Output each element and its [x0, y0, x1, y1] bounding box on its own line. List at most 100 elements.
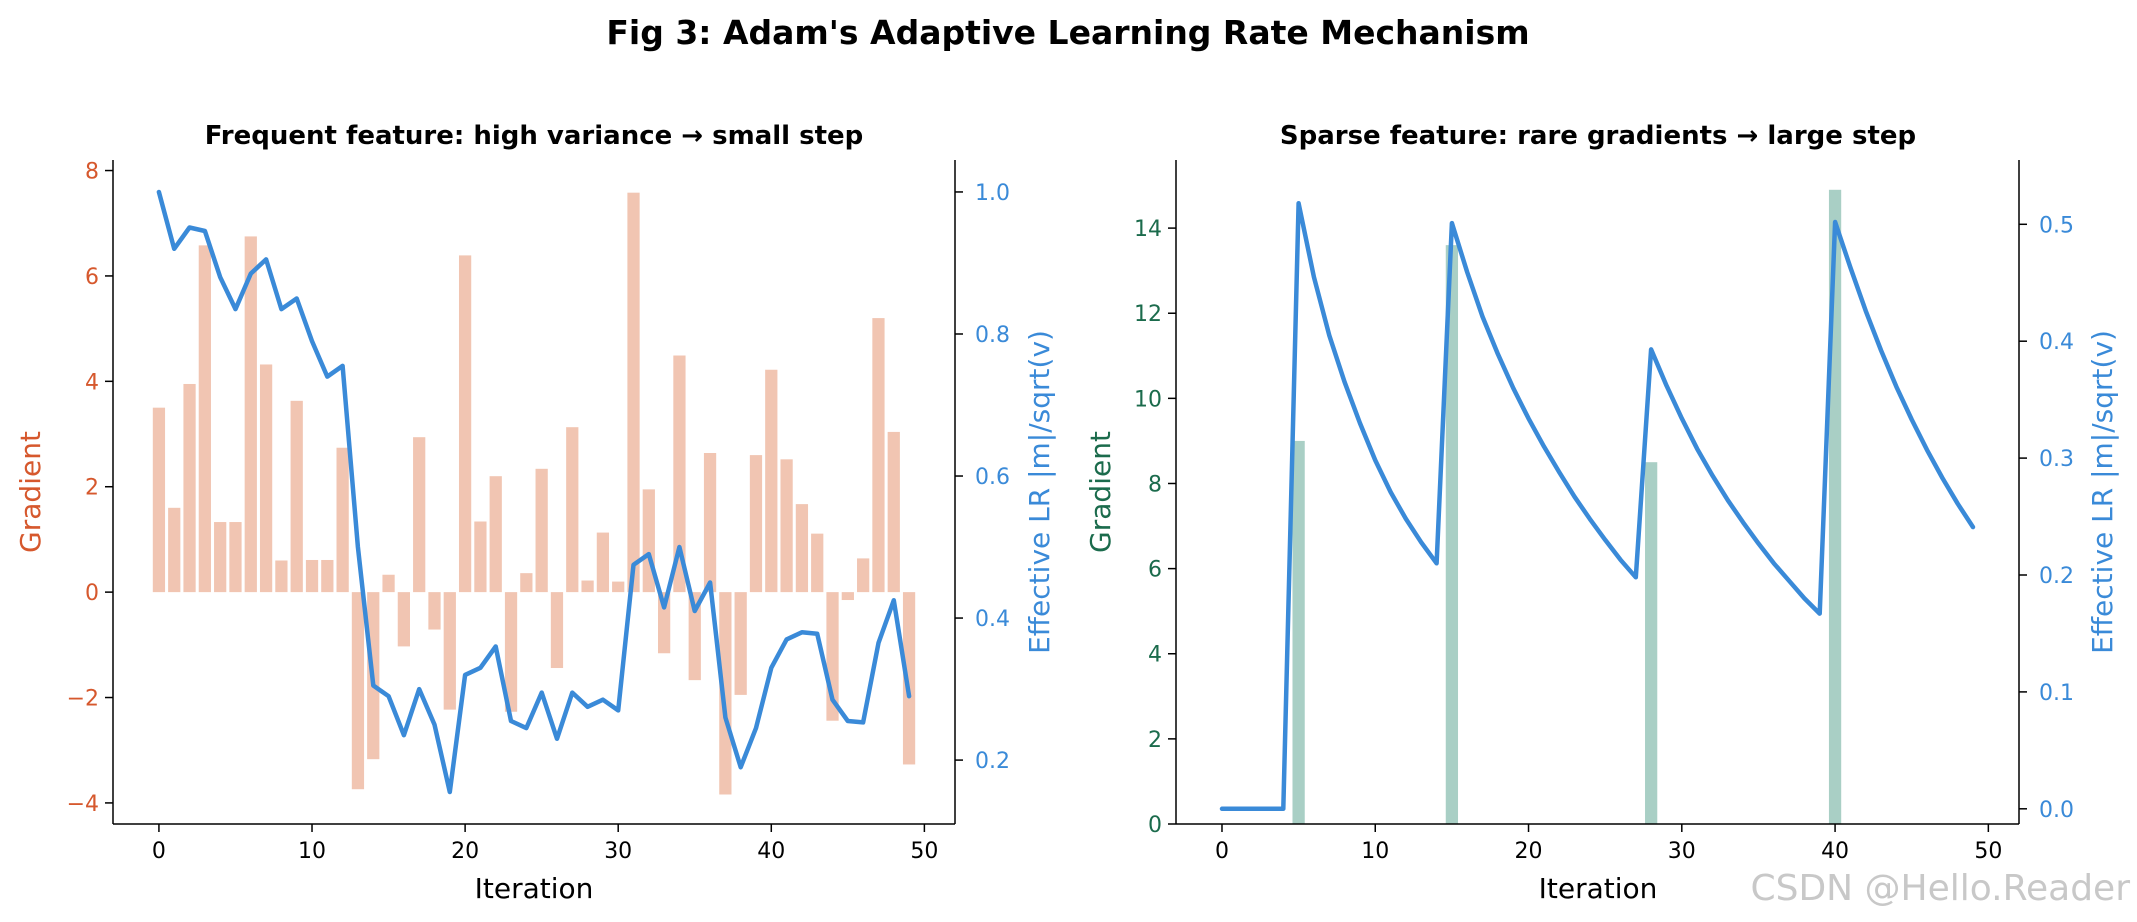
left-gradient-bar: [520, 573, 533, 593]
left-gradient-bar: [443, 592, 456, 710]
left-gradient-bar: [765, 369, 778, 593]
left-gradient-bar: [749, 455, 763, 593]
left-y2-tick-label: 0.8: [975, 323, 1010, 348]
left-gradient-bar: [627, 192, 640, 593]
left-gradient-bar: [734, 592, 747, 695]
right-y-tick-label: 14: [1134, 217, 1162, 242]
left-gradient-bar: [841, 592, 854, 601]
right-y-tick-label: 10: [1134, 387, 1162, 412]
right-x-tick-label: 20: [1515, 839, 1543, 864]
left-panel-frequent-feature: Frequent feature: high variance → small …: [14, 121, 1056, 905]
left-gradient-bar: [780, 459, 793, 593]
left-gradient-bar: [382, 574, 395, 593]
left-gradient-bar: [458, 255, 472, 593]
left-y-tick-label: −2: [67, 687, 99, 712]
left-x-tick-label: 0: [152, 839, 166, 864]
left-gradient-bars: [152, 192, 916, 795]
left-x-axis-label: Iteration: [475, 872, 594, 905]
right-x-ticks: 0 10 20 30 40 50: [1215, 824, 2002, 864]
left-gradient-bar: [581, 580, 594, 593]
left-gradient-bar: [229, 522, 242, 593]
left-gradient-bar: [719, 592, 732, 795]
right-y2-tick-label: 0.5: [2039, 213, 2074, 238]
right-effective-lr-line: [1219, 201, 1976, 812]
right-y-tick-label: 6: [1148, 558, 1162, 583]
right-x-axis-label: Iteration: [1539, 872, 1658, 905]
left-gradient-bar: [703, 453, 717, 593]
left-y2-ticks: 0.2 0.4 0.6 0.8 1.0: [955, 181, 1010, 774]
right-y2-tick-label: 0.1: [2039, 681, 2074, 706]
left-gradient-bar: [489, 476, 502, 593]
left-gradient-bar: [275, 560, 288, 593]
right-y2-tick-label: 0.3: [2039, 447, 2074, 472]
left-gradient-bar: [397, 592, 410, 647]
left-y2-axis-label: Effective LR |m|/sqrt(v): [1023, 330, 1056, 654]
right-x-tick-label: 0: [1215, 839, 1229, 864]
left-x-tick-label: 50: [910, 839, 938, 864]
right-gradient-bar: [1292, 440, 1305, 824]
right-panel-sparse-feature: Sparse feature: rare gradients → large s…: [1084, 121, 2119, 905]
left-y-tick-label: 2: [85, 476, 99, 501]
right-y2-ticks: 0.0 0.1 0.2 0.3 0.4 0.5: [2019, 213, 2074, 823]
left-x-tick-label: 20: [451, 839, 479, 864]
right-gradient-bar: [1645, 462, 1658, 824]
left-effective-lr-line: [156, 189, 912, 795]
left-gradient-bar: [474, 521, 487, 593]
right-x-tick-label: 50: [1974, 839, 2002, 864]
left-gradient-bar: [183, 383, 196, 593]
left-gradient-bar: [214, 522, 227, 593]
left-gradient-bar: [811, 533, 824, 593]
left-gradient-bar: [244, 236, 257, 593]
left-gradient-bar: [305, 559, 319, 593]
left-gradient-bar: [413, 437, 426, 593]
right-y2-tick-label: 0.0: [2039, 798, 2074, 823]
right-gradient-bar: [1445, 245, 1459, 825]
right-panel-title: Sparse feature: rare gradients → large s…: [1280, 121, 1916, 151]
left-y-ticks: −4 −2 0 2 4 6 8: [67, 160, 113, 817]
right-y-tick-label: 12: [1134, 302, 1162, 327]
left-y2-tick-label: 1.0: [975, 181, 1010, 206]
watermark: CSDN @Hello.Reader: [1750, 868, 2130, 909]
right-y-tick-label: 0: [1148, 813, 1162, 838]
left-y-axis-label: Gradient: [14, 431, 47, 553]
right-y-tick-label: 8: [1148, 472, 1162, 497]
left-y-tick-label: 0: [85, 581, 99, 606]
right-gradient-bars: [1292, 189, 1842, 825]
left-gradient-bar: [795, 504, 809, 593]
left-y-tick-label: −4: [67, 792, 99, 817]
figure-title: Fig 3: Adam's Adaptive Learning Rate Mec…: [606, 13, 1529, 52]
left-gradient-bar: [428, 592, 441, 630]
left-gradient-bar: [688, 592, 701, 681]
left-gradient-bar: [321, 559, 334, 593]
left-y-tick-label: 8: [85, 160, 99, 185]
left-x-tick-label: 40: [757, 839, 785, 864]
right-y-tick-label: 4: [1148, 643, 1162, 668]
left-x-ticks: 0 10 20 30 40 50: [152, 824, 938, 864]
left-gradient-bar: [673, 355, 686, 593]
left-gradient-bar: [596, 532, 610, 593]
left-y2-tick-label: 0.4: [975, 607, 1010, 632]
left-gradient-bar: [168, 507, 181, 593]
right-y-ticks: 0 2 4 6 8 10 12 14: [1134, 217, 1176, 838]
left-gradient-bar: [351, 592, 365, 790]
left-y-tick-label: 4: [85, 370, 99, 395]
left-gradient-bar: [658, 592, 671, 654]
left-panel-title: Frequent feature: high variance → small …: [205, 121, 864, 151]
left-gradient-bar: [336, 447, 349, 593]
left-gradient-bar: [290, 400, 303, 593]
right-x-tick-label: 40: [1821, 839, 1849, 864]
right-x-tick-label: 30: [1668, 839, 1696, 864]
left-x-tick-label: 10: [298, 839, 326, 864]
left-gradient-bar: [902, 592, 916, 765]
left-gradient-bar: [152, 407, 166, 593]
left-gradient-bar: [259, 364, 273, 593]
left-gradient-bar: [872, 318, 885, 593]
right-y2-tick-label: 0.2: [2039, 564, 2074, 589]
left-gradient-bar: [535, 468, 548, 593]
left-gradient-bar: [566, 427, 579, 593]
left-gradient-bar: [198, 245, 211, 593]
left-y2-tick-label: 0.6: [975, 465, 1010, 490]
left-gradient-bar: [550, 592, 564, 669]
left-gradient-bar: [504, 592, 518, 712]
